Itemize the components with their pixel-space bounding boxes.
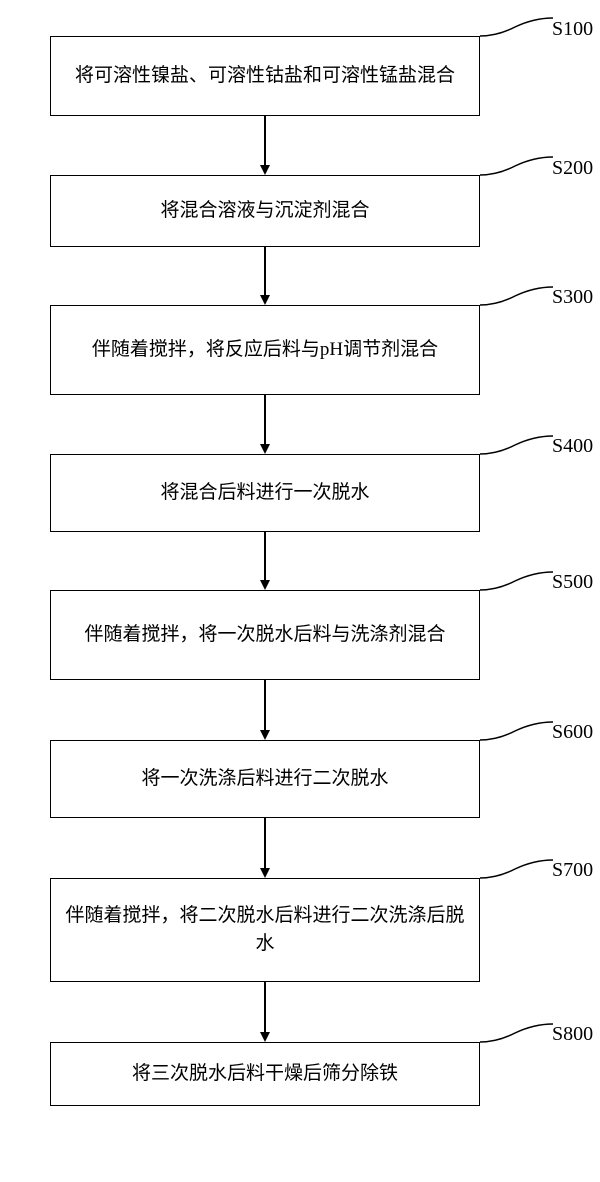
step-s600: 将一次洗涤后料进行二次脱水 bbox=[50, 740, 480, 818]
step-label: S500 bbox=[552, 571, 593, 594]
step-text: 伴随着搅拌，将二次脱水后料进行二次洗涤后脱水 bbox=[61, 902, 469, 959]
step-text: 将可溶性镍盐、可溶性钴盐和可溶性锰盐混合 bbox=[75, 62, 455, 91]
callout-curve bbox=[480, 858, 557, 880]
step-box: 将混合溶液与沉淀剂混合 bbox=[50, 175, 480, 247]
step-label: S700 bbox=[552, 859, 593, 882]
callout-curve bbox=[480, 1022, 557, 1044]
step-label: S100 bbox=[552, 18, 593, 41]
step-s500: 伴随着搅拌，将一次脱水后料与洗涤剂混合 bbox=[50, 590, 480, 680]
callout-curve bbox=[480, 570, 557, 592]
step-text: 伴随着搅拌，将一次脱水后料与洗涤剂混合 bbox=[84, 621, 445, 650]
callout-curve bbox=[480, 285, 557, 307]
step-s400: 将混合后料进行一次脱水 bbox=[50, 454, 480, 532]
step-text: 将一次洗涤后料进行二次脱水 bbox=[141, 765, 388, 794]
callout-curve bbox=[480, 720, 557, 742]
step-s700: 伴随着搅拌，将二次脱水后料进行二次洗涤后脱水 bbox=[50, 878, 480, 982]
step-s800: 将三次脱水后料干燥后筛分除铁 bbox=[50, 1042, 480, 1106]
step-text: 将三次脱水后料干燥后筛分除铁 bbox=[132, 1060, 398, 1089]
step-text: 将混合溶液与沉淀剂混合 bbox=[160, 197, 369, 226]
step-box: 伴随着搅拌，将一次脱水后料与洗涤剂混合 bbox=[50, 590, 480, 680]
flowchart-container: 将可溶性镍盐、可溶性钴盐和可溶性锰盐混合 S100 将混合溶液与沉淀剂混合 S200 伴… bbox=[0, 0, 600, 1182]
step-label: S200 bbox=[552, 157, 593, 180]
step-box: 伴随着搅拌，将反应后料与pH调节剂混合 bbox=[50, 305, 480, 395]
step-s100: 将可溶性镍盐、可溶性钴盐和可溶性锰盐混合 bbox=[50, 36, 480, 116]
step-box: 将混合后料进行一次脱水 bbox=[50, 454, 480, 532]
callout-curve bbox=[480, 155, 557, 177]
step-box: 将一次洗涤后料进行二次脱水 bbox=[50, 740, 480, 818]
step-s300: 伴随着搅拌，将反应后料与pH调节剂混合 bbox=[50, 305, 480, 395]
step-label: S600 bbox=[552, 721, 593, 744]
callout-curve bbox=[480, 434, 557, 456]
step-box: 将三次脱水后料干燥后筛分除铁 bbox=[50, 1042, 480, 1106]
step-label: S400 bbox=[552, 435, 593, 458]
step-box: 将可溶性镍盐、可溶性钴盐和可溶性锰盐混合 bbox=[50, 36, 480, 116]
step-text: 将混合后料进行一次脱水 bbox=[160, 479, 369, 508]
step-box: 伴随着搅拌，将二次脱水后料进行二次洗涤后脱水 bbox=[50, 878, 480, 982]
callout-curve bbox=[480, 16, 557, 38]
step-s200: 将混合溶液与沉淀剂混合 bbox=[50, 175, 480, 247]
step-label: S800 bbox=[552, 1023, 593, 1046]
step-text: 伴随着搅拌，将反应后料与pH调节剂混合 bbox=[92, 336, 438, 365]
step-label: S300 bbox=[552, 286, 593, 309]
